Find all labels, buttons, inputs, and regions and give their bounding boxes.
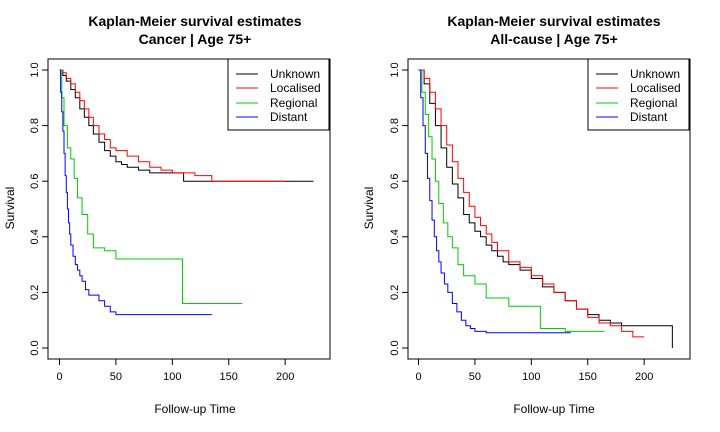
- plot-area: 0 50 100 150 200 0.0 0.2 0.4 0.6 0.8 1.0: [29, 58, 331, 383]
- y-tick-label: 0.8: [29, 118, 41, 133]
- x-axis-label: Follow-up Time: [513, 402, 595, 416]
- y-axis-label: Survival: [362, 187, 376, 230]
- legend-entry-unknown: Unknown: [270, 67, 320, 81]
- x-tick-label: 0: [415, 371, 421, 383]
- legend-entry-distant: Distant: [270, 110, 308, 124]
- y-tick-label: 0.6: [29, 174, 41, 189]
- legend-entry-unknown: Unknown: [630, 67, 680, 81]
- x-tick-label: 50: [110, 371, 122, 383]
- chart-subtitle: All-cause | Age 75+: [490, 31, 618, 47]
- series-line-localised: [59, 69, 286, 182]
- y-tick-label: 0.2: [29, 285, 41, 300]
- y-tick-label: 1.0: [389, 62, 401, 77]
- x-tick-label: 0: [56, 371, 62, 383]
- legend-box: [587, 58, 690, 131]
- series-line-unknown: [59, 69, 314, 182]
- legend-entry-regional: Regional: [270, 96, 317, 110]
- x-tick-label: 200: [276, 371, 294, 383]
- y-tick-label: 0.0: [29, 340, 41, 355]
- x-tick-label: 50: [469, 371, 481, 383]
- y-tick-label: 0.4: [29, 229, 41, 244]
- plot-frame: [407, 58, 691, 360]
- y-tick-label: 0.0: [389, 340, 401, 355]
- x-tick-label: 150: [220, 371, 238, 383]
- y-tick-label: 0.6: [389, 174, 401, 189]
- legend-entry-regional: Regional: [630, 96, 677, 110]
- legend-entry-localised: Localised: [630, 81, 681, 95]
- chart-title: Kaplan-Meier survival estimates: [88, 13, 301, 29]
- series-line-regional: [418, 69, 605, 332]
- series-line-localised: [418, 69, 645, 338]
- chart-panel-cancer: Kaplan-Meier survival estimates Cancer |…: [3, 13, 331, 416]
- series-line-distant: [418, 69, 571, 334]
- plot-frame: [47, 58, 331, 360]
- plot-area: 0 50 100 150 200 0.0 0.2 0.4 0.6 0.8 1.0: [389, 58, 691, 383]
- series-line-regional: [59, 69, 243, 305]
- x-tick-label: 200: [635, 371, 653, 383]
- chart-panel-all-cause: Kaplan-Meier survival estimates All-caus…: [362, 13, 691, 416]
- y-tick-label: 1.0: [29, 62, 41, 77]
- y-axis-label: Survival: [3, 187, 17, 230]
- legend-box: [227, 58, 330, 131]
- legend: Unknown Localised Regional Distant: [227, 58, 330, 131]
- chart-subtitle: Cancer | Age 75+: [139, 31, 252, 47]
- chart-title: Kaplan-Meier survival estimates: [447, 13, 660, 29]
- x-tick-label: 150: [579, 371, 597, 383]
- x-axis-label: Follow-up Time: [154, 402, 236, 416]
- x-tick-label: 100: [522, 371, 540, 383]
- legend: Unknown Localised Regional Distant: [587, 58, 690, 131]
- y-tick-label: 0.4: [389, 229, 401, 244]
- x-tick-label: 100: [163, 371, 181, 383]
- y-tick-label: 0.8: [389, 118, 401, 133]
- legend-entry-localised: Localised: [270, 81, 321, 95]
- series-line-distant: [59, 69, 212, 316]
- y-tick-label: 0.2: [389, 285, 401, 300]
- legend-entry-distant: Distant: [630, 110, 668, 124]
